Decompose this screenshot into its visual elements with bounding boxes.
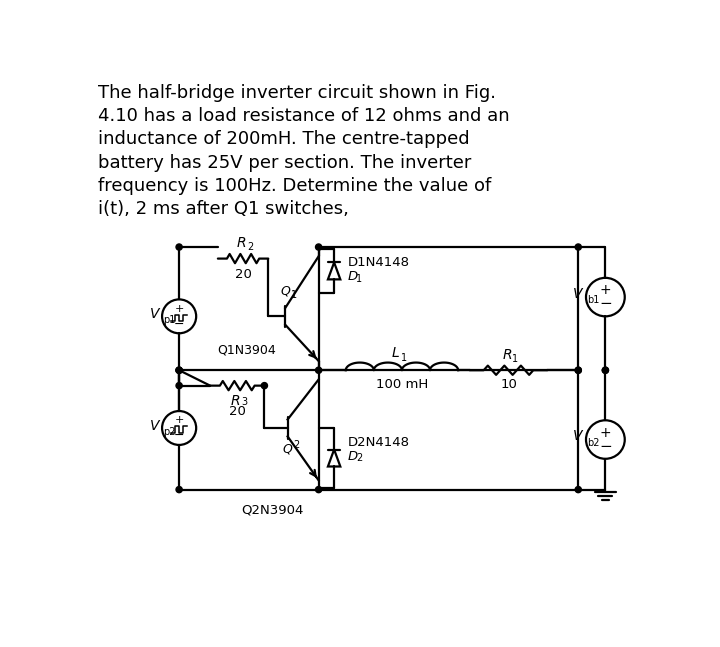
Text: 2: 2 — [247, 243, 253, 252]
Text: Q2N3904: Q2N3904 — [241, 503, 303, 516]
Circle shape — [261, 382, 267, 389]
Text: V: V — [150, 307, 159, 321]
Circle shape — [315, 367, 322, 373]
Circle shape — [176, 487, 182, 492]
Text: b2: b2 — [588, 437, 600, 448]
Text: 20: 20 — [229, 405, 246, 418]
Circle shape — [176, 367, 182, 373]
Circle shape — [575, 487, 581, 492]
Text: b1: b1 — [588, 295, 600, 305]
Text: 1: 1 — [401, 353, 408, 364]
Text: R: R — [237, 236, 246, 250]
Text: +: + — [600, 283, 611, 298]
Text: L: L — [392, 346, 400, 360]
Text: 10: 10 — [500, 378, 517, 391]
Text: 1: 1 — [513, 354, 518, 364]
Text: Q: Q — [280, 285, 290, 298]
Text: 1: 1 — [291, 290, 297, 300]
Text: −: − — [174, 318, 184, 331]
Text: Q: Q — [283, 443, 292, 455]
Circle shape — [176, 244, 182, 250]
Text: R: R — [231, 394, 240, 408]
Text: p1: p1 — [163, 315, 176, 325]
Text: −: − — [599, 296, 612, 311]
Text: The half-bridge inverter circuit shown in Fig.
4.10 has a load resistance of 12 : The half-bridge inverter circuit shown i… — [98, 84, 509, 219]
Text: R: R — [502, 348, 512, 362]
Text: 1: 1 — [356, 274, 362, 284]
Text: D1N4148: D1N4148 — [348, 256, 410, 269]
Circle shape — [315, 244, 322, 250]
Circle shape — [602, 367, 608, 373]
Text: D: D — [348, 270, 359, 283]
Circle shape — [176, 367, 182, 373]
Text: +: + — [174, 303, 184, 314]
Text: 3: 3 — [241, 397, 247, 407]
Circle shape — [176, 382, 182, 389]
Text: p2: p2 — [163, 427, 176, 437]
Circle shape — [575, 244, 581, 250]
Text: D: D — [348, 450, 359, 463]
Text: 2: 2 — [293, 441, 300, 450]
Text: 2: 2 — [356, 454, 362, 463]
Text: −: − — [599, 439, 612, 454]
Circle shape — [315, 487, 322, 492]
Text: 100 mH: 100 mH — [376, 378, 428, 391]
Text: V: V — [573, 287, 583, 301]
Circle shape — [575, 367, 581, 373]
Text: −: − — [174, 429, 184, 442]
Text: +: + — [600, 426, 611, 440]
Text: D2N4148: D2N4148 — [348, 435, 410, 448]
Text: Q1N3904: Q1N3904 — [217, 344, 276, 356]
Text: +: + — [174, 415, 184, 425]
Circle shape — [602, 367, 608, 373]
Text: V: V — [150, 419, 159, 433]
Text: 20: 20 — [235, 268, 251, 281]
Text: V: V — [573, 430, 583, 443]
Circle shape — [176, 367, 182, 373]
Circle shape — [575, 367, 581, 373]
